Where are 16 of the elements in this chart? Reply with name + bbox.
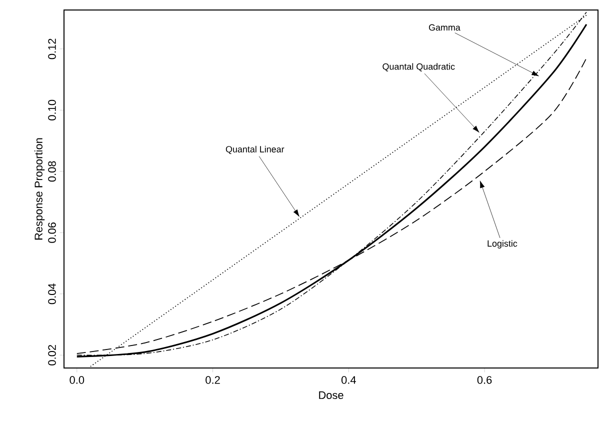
y-axis-title: Response Proportion xyxy=(34,138,45,240)
y-tick-label: 0.12 xyxy=(48,38,56,60)
annotation: Quantal Quadratic xyxy=(382,63,455,72)
x-tick-label: 0.6 xyxy=(477,376,492,384)
y-tick-label: 0.08 xyxy=(48,161,56,182)
annotation: Gamma xyxy=(428,24,460,31)
annotation: Logistic xyxy=(488,240,518,248)
annotation: Quantal Linear xyxy=(226,146,284,154)
y-tick-label: 0.06 xyxy=(48,222,56,243)
y-tick-label: 0.04 xyxy=(48,284,56,304)
y-tick-label: 0.10 xyxy=(48,100,56,120)
x-tick-label: 0.0 xyxy=(70,376,84,384)
x-axis-title: Dose xyxy=(319,391,344,400)
x-tick-label: 0.2 xyxy=(206,376,220,384)
x-tick-label: 0.4 xyxy=(341,376,356,384)
y-tick-label: 0.02 xyxy=(48,345,56,366)
